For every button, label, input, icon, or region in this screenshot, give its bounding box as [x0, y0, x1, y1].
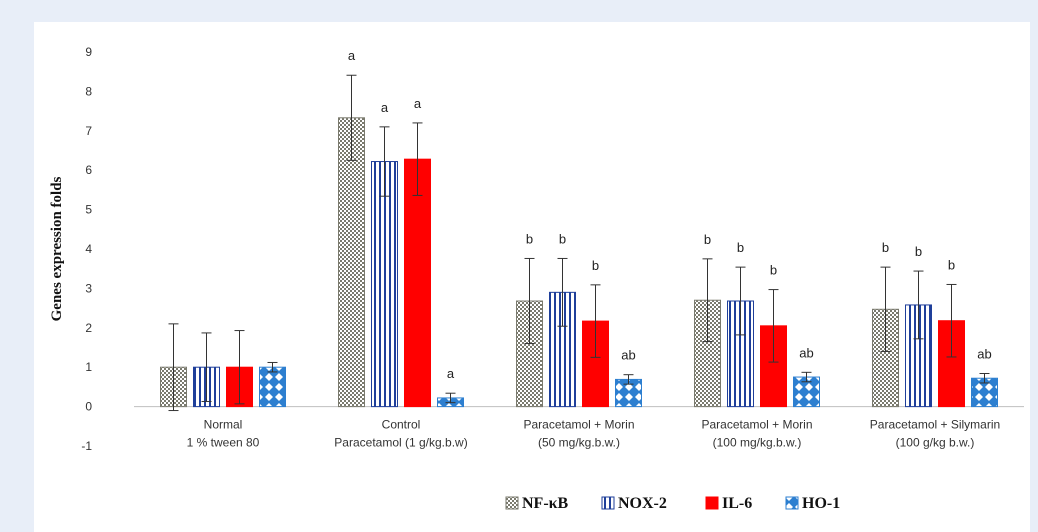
y-tick-label: -1: [81, 439, 92, 453]
y-tick-label: 5: [85, 203, 92, 217]
legend-swatch-solid: [705, 496, 719, 510]
significance-label: ab: [977, 347, 991, 362]
category-label: Paracetamol + Morin: [523, 418, 634, 432]
category-label: Paracetamol + Silymarin: [870, 418, 1000, 432]
significance-label: b: [948, 257, 955, 272]
legend-label: IL-6: [722, 495, 752, 512]
y-tick-label: 1: [85, 360, 92, 374]
significance-label: ab: [799, 345, 813, 360]
y-axis-title: Genes expression folds: [49, 176, 65, 321]
legend-label: NF-κB: [522, 495, 569, 512]
bar-vertical-1: [371, 161, 398, 408]
y-tick-label: 7: [85, 124, 92, 138]
y-tick-label: 9: [85, 45, 92, 59]
bar-diamond-0: [259, 366, 286, 408]
bar-chart: -1 0 1 2 3 4 5 6 7 8 9 Normal 1 % tween 80 a a a a Contr…: [49, 45, 1024, 512]
significance-label: a: [381, 100, 389, 115]
significance-label: b: [592, 258, 599, 273]
legend-swatch-vertical: [601, 496, 615, 510]
legend: NF-κB NOX-2 IL-6 HO-1: [505, 495, 840, 512]
significance-label: b: [704, 232, 711, 247]
category-label: (100 g/kg b.w.): [896, 436, 975, 450]
y-tick-label: 3: [85, 281, 92, 295]
category-label: Paracetamol + Morin: [701, 418, 812, 432]
significance-label: b: [882, 240, 889, 255]
legend-label: NOX-2: [618, 495, 667, 512]
y-tick-label: 6: [85, 163, 92, 177]
y-tick-label: 0: [85, 400, 92, 414]
category-label: Control: [382, 418, 421, 432]
chart-card: -1 0 1 2 3 4 5 6 7 8 9 Normal 1 % tween 80 a a a a Contr…: [34, 22, 1030, 532]
legend-swatch-diamond: [785, 496, 799, 510]
significance-label: b: [915, 244, 922, 259]
significance-label: a: [447, 366, 455, 381]
significance-label: a: [414, 96, 422, 111]
significance-label: b: [737, 240, 744, 255]
category-label: Paracetamol (1 g/kg.b.w): [334, 436, 467, 450]
legend-label: HO-1: [802, 495, 840, 512]
y-tick-label: 8: [85, 84, 92, 98]
y-tick-label: 4: [85, 242, 92, 256]
category-label: 1 % tween 80: [187, 436, 260, 450]
significance-label: b: [526, 231, 533, 246]
bars: [160, 74, 998, 412]
significance-label: b: [770, 263, 777, 278]
bar-solid-1: [404, 158, 431, 408]
y-tick-label: 2: [85, 321, 92, 335]
significance-label: a: [348, 48, 356, 63]
bar-checker-1: [338, 117, 365, 408]
category-label: Normal: [204, 418, 243, 432]
significance-label: ab: [621, 348, 635, 363]
category-label: (50 mg/kg.b.w.): [538, 436, 620, 450]
significance-label: b: [559, 231, 566, 246]
category-label: (100 mg/kg.b.w.): [713, 436, 802, 450]
labels: Normal 1 % tween 80 a a a a Control Paracetamol…: [187, 48, 1001, 449]
legend-swatch-checker: [505, 496, 519, 510]
